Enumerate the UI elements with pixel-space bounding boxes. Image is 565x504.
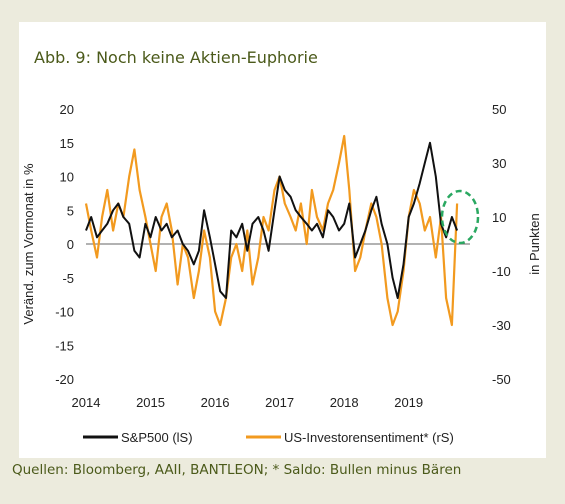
y-tick-left-2: 10	[60, 170, 74, 185]
legend-label-sentiment: US-Investorensentiment* (rS)	[284, 430, 454, 445]
x-tick-2: 2016	[201, 395, 230, 410]
highlight-ellipse	[440, 189, 480, 245]
y-axis-label-right: in Punkten	[527, 213, 542, 274]
y-tick-right-5: -50	[492, 372, 511, 387]
y-tick-left-6: -10	[55, 305, 74, 320]
y-tick-left-3: 5	[67, 203, 74, 218]
y-tick-right-2: 10	[492, 210, 506, 225]
y-tick-left-4: 0	[67, 237, 74, 252]
y-tick-left-5: -5	[62, 271, 74, 286]
series-line-sp500	[85, 141, 459, 299]
y-tick-left-7: -15	[55, 338, 74, 353]
chart-panel	[19, 22, 546, 458]
legend-label-sp500: S&P500 (lS)	[121, 430, 193, 445]
x-tick-5: 2019	[394, 395, 423, 410]
y-tick-right-3: -10	[492, 264, 511, 279]
source-note: Quellen: Bloomberg, AAII, BANTLEON; * Sa…	[12, 462, 462, 478]
y-tick-left-1: 15	[60, 136, 74, 151]
y-tick-left-0: 20	[60, 102, 74, 117]
chart-title: Abb. 9: Noch keine Aktien-Euphorie	[34, 48, 318, 67]
x-tick-1: 2015	[136, 395, 165, 410]
x-tick-0: 2014	[72, 395, 101, 410]
y-tick-right-4: -30	[492, 318, 511, 333]
x-tick-3: 2017	[265, 395, 294, 410]
y-tick-right-1: 30	[492, 156, 506, 171]
y-tick-left-8: -20	[55, 372, 74, 387]
y-tick-right-0: 50	[492, 102, 506, 117]
y-axis-label-left: Veränd. zum Vormonat in %	[21, 163, 36, 325]
x-tick-4: 2018	[330, 395, 359, 410]
